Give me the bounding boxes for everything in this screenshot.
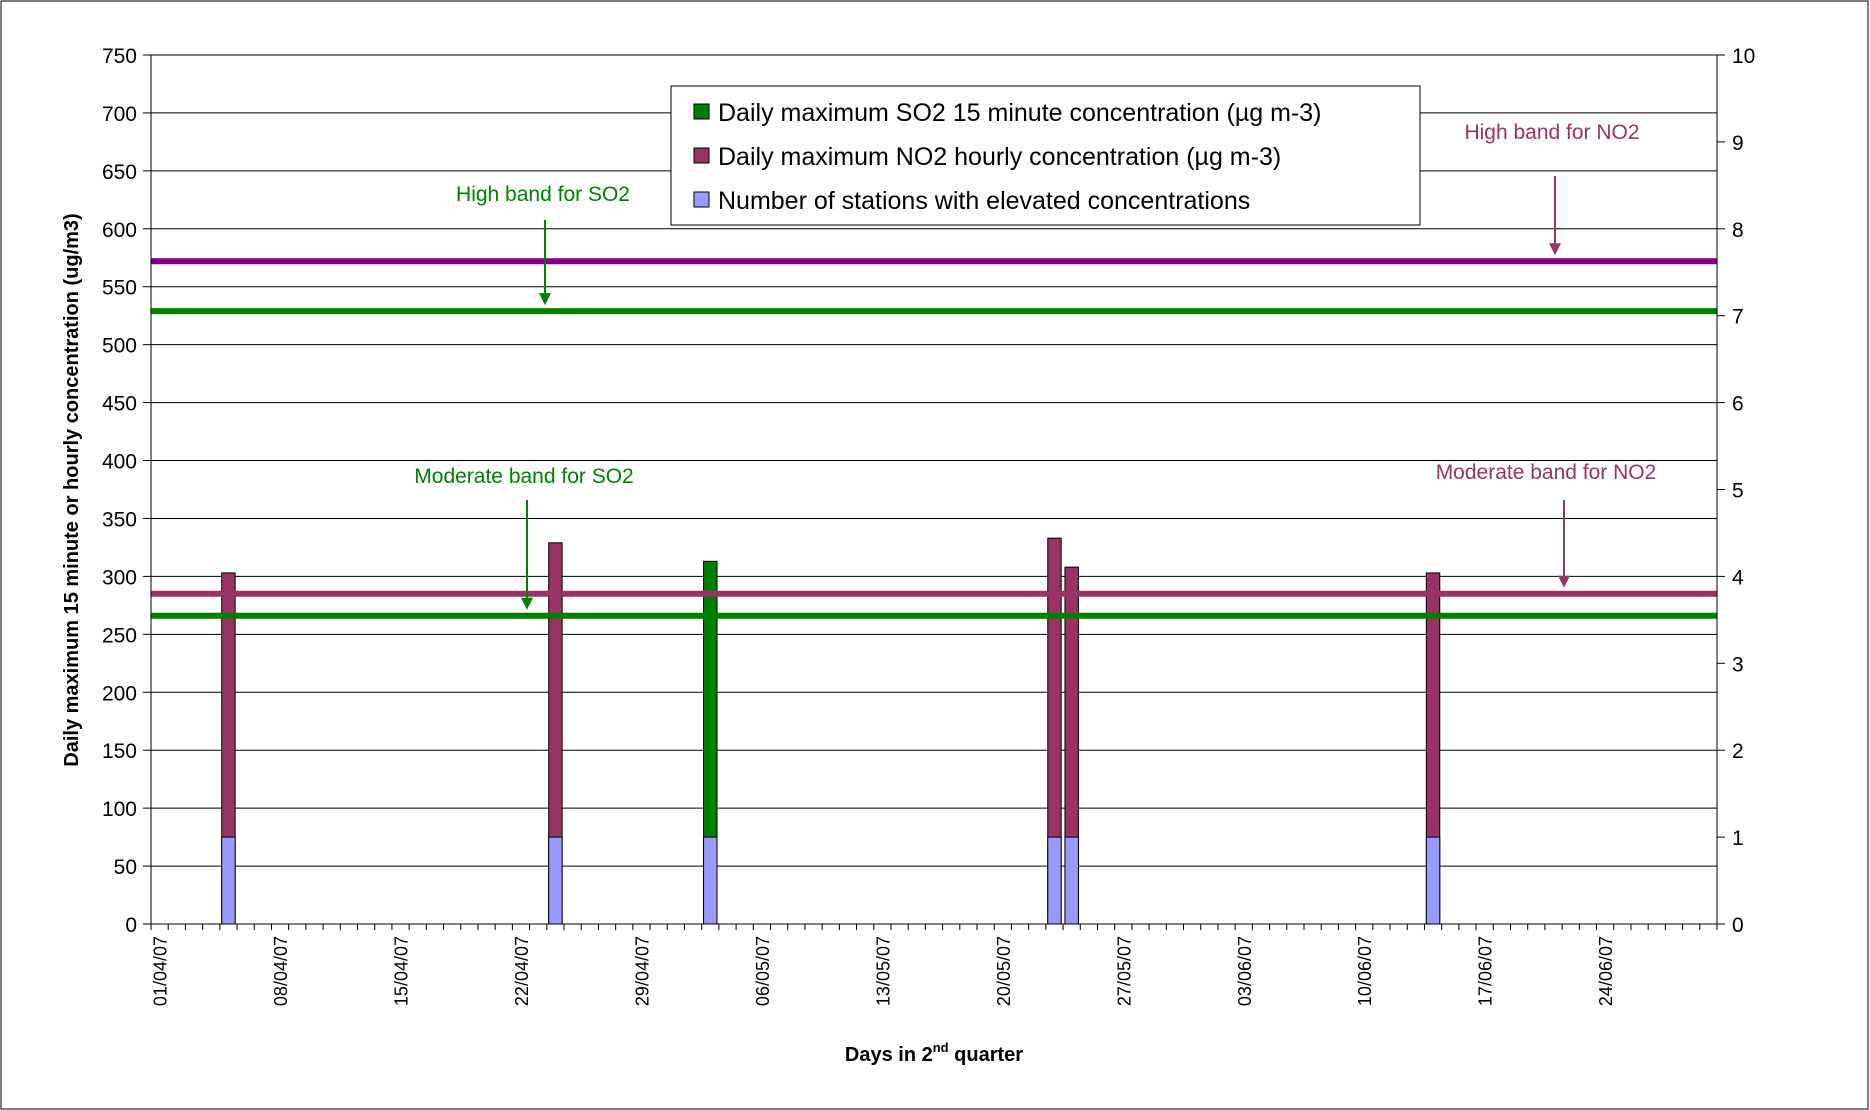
left-tick-label: 400	[102, 451, 137, 474]
x-tick-label: 15/04/07	[392, 936, 412, 1006]
left-tick-label: 150	[102, 740, 137, 763]
legend: Daily maximum SO2 15 minute concentratio…	[670, 85, 1421, 226]
left-tick-label: 500	[102, 335, 137, 358]
legend-swatch-so2	[693, 103, 710, 120]
right-tick-label: 10	[1732, 45, 1755, 68]
ticks: 0501001502002503003504004505005506006507…	[102, 45, 1755, 1006]
x-tick-label: 13/05/07	[873, 936, 893, 1006]
bar-stations	[703, 836, 718, 925]
right-tick-label: 4	[1732, 566, 1744, 589]
y-axis-title: Daily maximum 15 minute or hourly concen…	[61, 213, 83, 766]
annotation-arrowhead	[521, 597, 533, 610]
band-lines	[151, 258, 1717, 619]
left-tick-label: 550	[102, 277, 137, 300]
left-tick-label: 450	[102, 393, 137, 416]
left-tick-label: 750	[102, 45, 137, 68]
right-tick-label: 6	[1732, 393, 1744, 416]
right-tick-label: 8	[1732, 219, 1744, 242]
left-tick-label: 100	[102, 798, 137, 821]
annotation-label: High band for NO2	[1464, 121, 1639, 144]
left-tick-label: 650	[102, 161, 137, 184]
annotation-arrowhead	[1558, 575, 1570, 588]
right-tick-label: 3	[1732, 653, 1744, 676]
bar-stations	[1064, 836, 1079, 925]
legend-label-so2: Daily maximum SO2 15 minute concentratio…	[718, 99, 1322, 127]
left-tick-label: 250	[102, 624, 137, 647]
left-tick-label: 350	[102, 508, 137, 531]
legend-label-no2: Daily maximum NO2 hourly concentration (…	[718, 143, 1281, 171]
x-tick-label: 03/06/07	[1235, 936, 1255, 1006]
x-axis-title: Days in 2nd quarter	[845, 1040, 1023, 1066]
gridlines	[151, 54, 1717, 867]
annotation-label: Moderate band for NO2	[1436, 461, 1657, 484]
x-tick-label: 10/06/07	[1355, 936, 1375, 1006]
annotation-label: High band for SO2	[456, 183, 630, 206]
right-tick-label: 0	[1732, 914, 1744, 937]
legend-label-stations: Number of stations with elevated concent…	[718, 187, 1250, 215]
x-axis-title-tail: quarter	[949, 1044, 1024, 1066]
x-tick-label: 24/06/07	[1596, 936, 1616, 1006]
x-tick-label: 17/06/07	[1476, 936, 1496, 1006]
left-tick-label: 200	[102, 682, 137, 705]
right-tick-label: 5	[1732, 480, 1744, 503]
x-axis-title-main: Days in 2	[845, 1044, 933, 1066]
x-tick-label: 22/04/07	[512, 936, 532, 1006]
left-tick-label: 300	[102, 566, 137, 589]
left-tick-label: 600	[102, 219, 137, 242]
right-tick-label: 2	[1732, 740, 1744, 763]
left-tick-label: 50	[114, 856, 137, 879]
bars	[221, 537, 1441, 925]
bar-stations	[1425, 836, 1441, 925]
x-axis-title-sup: nd	[933, 1040, 949, 1055]
legend-swatch-stations	[693, 191, 710, 208]
x-tick-label: 06/05/07	[753, 936, 773, 1006]
annotation-arrowhead	[539, 293, 551, 306]
bar-stations	[548, 836, 563, 925]
annotation-label: Moderate band for SO2	[414, 465, 633, 488]
right-tick-label: 7	[1732, 306, 1744, 329]
bar-stations	[221, 836, 236, 925]
x-tick-label: 29/04/07	[632, 936, 652, 1006]
x-tick-label: 01/04/07	[151, 936, 171, 1006]
left-tick-label: 0	[125, 914, 137, 937]
x-tick-label: 20/05/07	[994, 936, 1014, 1006]
annotations: High band for SO2 Moderate band for SO2 Hi…	[414, 121, 1656, 610]
right-tick-label: 9	[1732, 132, 1744, 155]
right-tick-label: 1	[1732, 827, 1744, 850]
x-tick-label: 27/05/07	[1114, 936, 1134, 1006]
annotation-arrowhead	[1549, 243, 1561, 256]
left-tick-label: 700	[102, 103, 137, 126]
legend-box	[670, 85, 1421, 226]
x-tick-label: 08/04/07	[271, 936, 291, 1006]
legend-swatch-no2	[693, 147, 710, 164]
bar-stations	[1047, 836, 1062, 925]
